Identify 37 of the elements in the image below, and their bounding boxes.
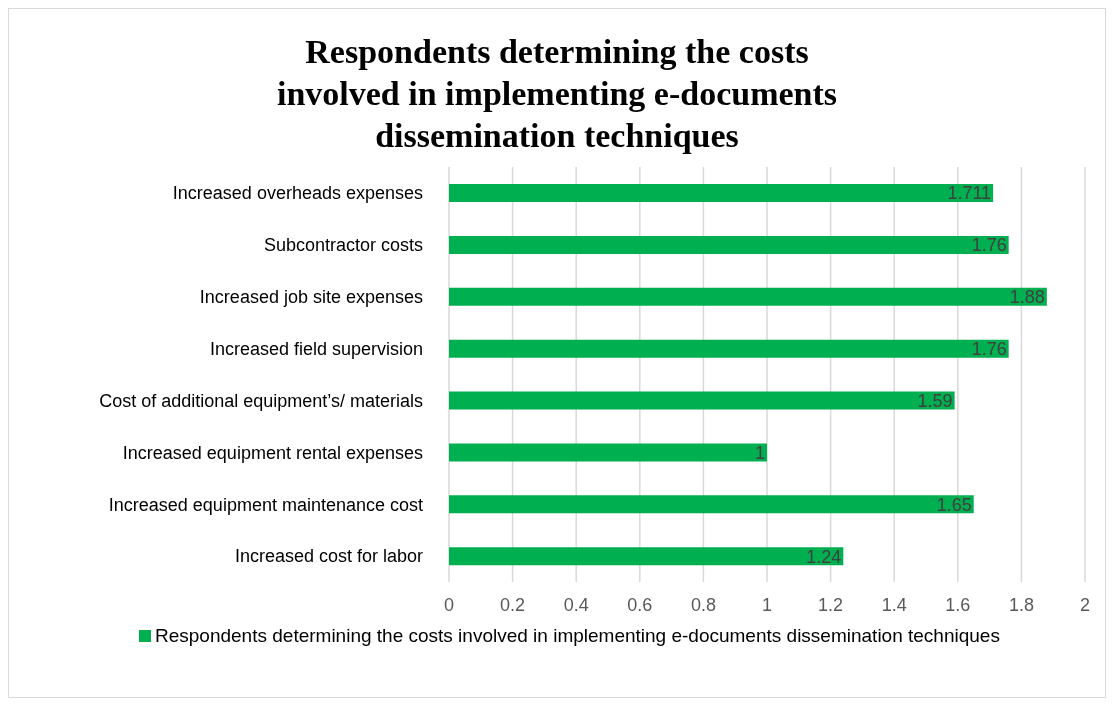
data-label: 1.76 — [971, 235, 1007, 256]
bar — [449, 184, 994, 202]
bar — [449, 443, 767, 462]
y-tick-label: Increased equipment rental expenses — [122, 442, 423, 463]
legend-label: Respondents determining the costs involved in implementing e-documents dissemination techniques — [155, 624, 1000, 648]
data-label: 1.65 — [936, 494, 972, 515]
x-tick-label: 1 — [761, 594, 773, 615]
y-tick-label: Subcontractor costs — [263, 235, 423, 256]
bar — [449, 339, 1009, 358]
data-label: 1.24 — [806, 546, 842, 567]
x-tick-label: 0 — [443, 594, 455, 615]
data-label: 1.59 — [917, 390, 953, 411]
y-tick-label: Increased overheads expenses — [172, 183, 423, 204]
y-tick-label: Cost of additional equipment’s/ materials — [99, 390, 423, 411]
x-tick-label: 0.4 — [563, 594, 589, 615]
data-label: 1.711 — [947, 183, 992, 204]
x-tick-label: 0.2 — [500, 594, 526, 615]
y-tick-label: Increased cost for labor — [234, 546, 423, 567]
x-tick-label: 1.6 — [945, 594, 971, 615]
x-tick-label: 0.8 — [690, 594, 716, 615]
x-tick-label: 0.6 — [627, 594, 653, 615]
bar — [449, 287, 1047, 306]
y-tick-label: Increased job site expenses — [199, 287, 423, 308]
x-tick-label: 1.2 — [818, 594, 844, 615]
data-label: 1.76 — [971, 339, 1007, 360]
bar — [449, 495, 974, 514]
data-label: 1.88 — [1009, 287, 1045, 308]
data-label: 1 — [754, 442, 765, 463]
x-tick-label: 1.4 — [881, 594, 907, 615]
x-tick-label: 1.8 — [1008, 594, 1034, 615]
bar — [449, 391, 955, 410]
x-tick-label: 2 — [1079, 594, 1091, 615]
bar — [449, 547, 844, 566]
y-tick-label: Increased field supervision — [209, 338, 423, 359]
bar — [449, 235, 1009, 254]
chart-title: Respondents determining the costs involved in implementing e-documents dissemination techniques — [275, 32, 839, 156]
y-tick-label: Increased equipment maintenance cost — [108, 494, 423, 515]
